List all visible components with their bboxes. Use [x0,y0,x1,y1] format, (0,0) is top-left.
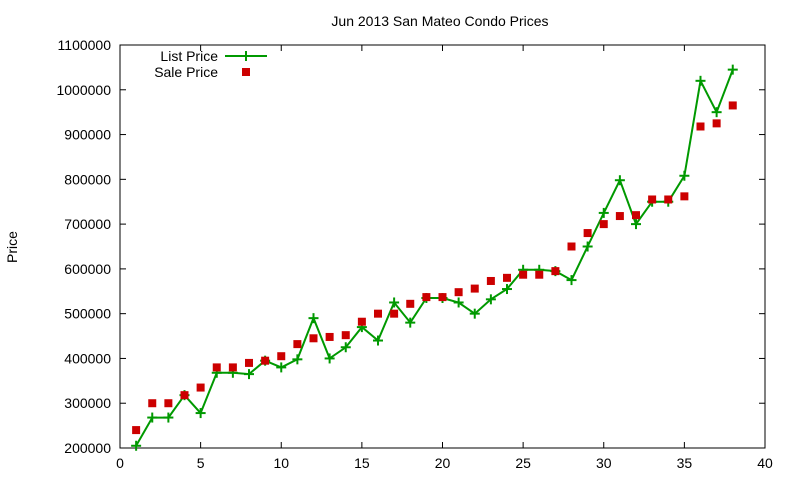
list-price-point [405,317,416,328]
x-tick-label: 35 [677,455,693,471]
sale-price-point [374,309,382,318]
y-axis-label: Price [4,231,20,263]
sale-price-point [599,220,608,229]
list-price-point [614,175,625,186]
sale-price-point [535,270,544,279]
x-tick-label: 5 [197,455,205,471]
list-price-point [131,440,142,451]
x-tick-label: 0 [116,455,124,471]
sale-price-point [341,331,350,340]
sale-price-point [648,195,657,204]
x-tick-label: 15 [354,455,370,471]
chart-title: Jun 2013 San Mateo Condo Prices [331,13,548,29]
y-tick-label: 800000 [64,171,111,187]
sale-price-point [567,242,576,251]
list-price-point [598,207,609,218]
list-price-point [147,412,158,423]
sale-price-point [325,332,334,341]
sale-price-point [245,358,253,367]
sale-price-point [632,211,640,220]
list-price-point [340,342,351,353]
list-price-point [453,297,464,308]
list-price-point [727,64,738,75]
sale-price-point [503,273,511,282]
list-price-point [582,241,593,252]
sale-price-point [438,293,447,302]
list-price-point [566,275,577,286]
list-price-point [631,219,641,230]
sale-price-point [422,293,431,302]
sale-price-point [357,317,366,326]
legend-label-sale-price: Sale Price [154,64,218,80]
list-price-point [324,353,335,364]
list-price-point [695,75,706,86]
list-price-point [485,294,496,305]
list-price-point [308,313,319,324]
sale-price-point [551,267,560,276]
legend-marker-sale-price [242,68,250,76]
series-layer [131,64,738,451]
sale-price-point [309,334,318,343]
sale-price-point [164,399,173,408]
sale-price-point [728,101,737,110]
list-price-point [163,412,174,423]
sale-price-point [406,299,415,308]
y-tick-label: 600000 [64,261,111,277]
sale-price-point [212,363,221,372]
list-price-line [135,69,734,447]
sale-price-point [470,284,479,293]
list-price-point [502,284,512,295]
sale-price-point [696,122,705,131]
list-price-point [195,408,206,419]
y-tick-label: 200000 [64,440,111,456]
list-price-point [276,362,287,373]
sale-price-point [293,340,302,349]
x-tick-label: 25 [515,455,531,471]
list-price-point [373,335,383,346]
y-tick-label: 300000 [64,395,111,411]
x-tick-label: 20 [435,455,451,471]
sale-price-point [583,229,592,238]
sale-price-point [486,276,495,285]
x-tick-label: 10 [273,455,289,471]
y-tick-label: 400000 [64,350,111,366]
sale-price-point [180,391,189,400]
sale-price-point [680,192,689,201]
list-price-point [244,369,254,380]
sale-price-point [277,352,286,361]
sale-price-point [228,363,237,372]
sale-price-point [148,399,157,408]
y-tick-label: 900000 [64,127,111,143]
list-price-point [679,170,690,181]
legend-marker-list-price [241,51,251,61]
y-tick-label: 1000000 [56,82,111,98]
sale-price-point [712,119,721,128]
list-price-point [389,297,400,308]
sale-price-point [454,288,463,297]
sale-price-point [390,309,399,318]
axis-ticks: 0 5 10 15 20 25 30 35 40 200000 300000 400000 500000… [56,37,773,471]
sale-price-point [196,383,205,392]
y-tick-label: 500000 [64,306,111,322]
sale-price-point [615,212,624,221]
sale-price-point [664,195,673,204]
legend-label-list-price: List Price [160,48,218,64]
list-price-point [292,354,303,365]
sale-price-point [261,356,270,365]
x-tick-label: 40 [757,455,773,471]
list-price-point [469,308,480,319]
sale-price-point [519,270,528,279]
y-tick-label: 700000 [64,216,111,232]
y-tick-label: 1100000 [58,37,112,53]
sale-price-point [132,426,141,435]
plot-frame [119,44,766,449]
list-price-point [711,107,722,118]
x-tick-label: 30 [596,455,612,471]
